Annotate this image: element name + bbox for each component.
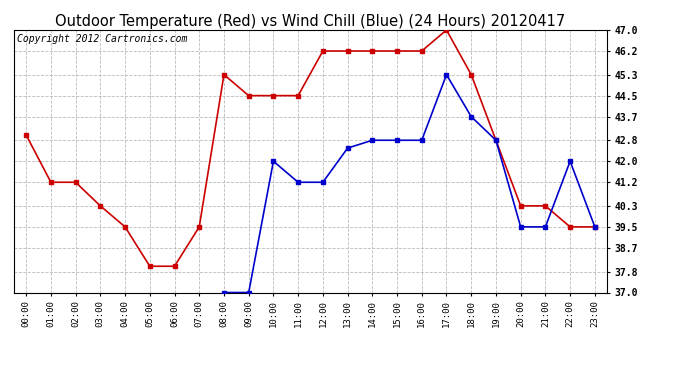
Text: Copyright 2012 Cartronics.com: Copyright 2012 Cartronics.com: [17, 34, 187, 44]
Title: Outdoor Temperature (Red) vs Wind Chill (Blue) (24 Hours) 20120417: Outdoor Temperature (Red) vs Wind Chill …: [55, 14, 566, 29]
